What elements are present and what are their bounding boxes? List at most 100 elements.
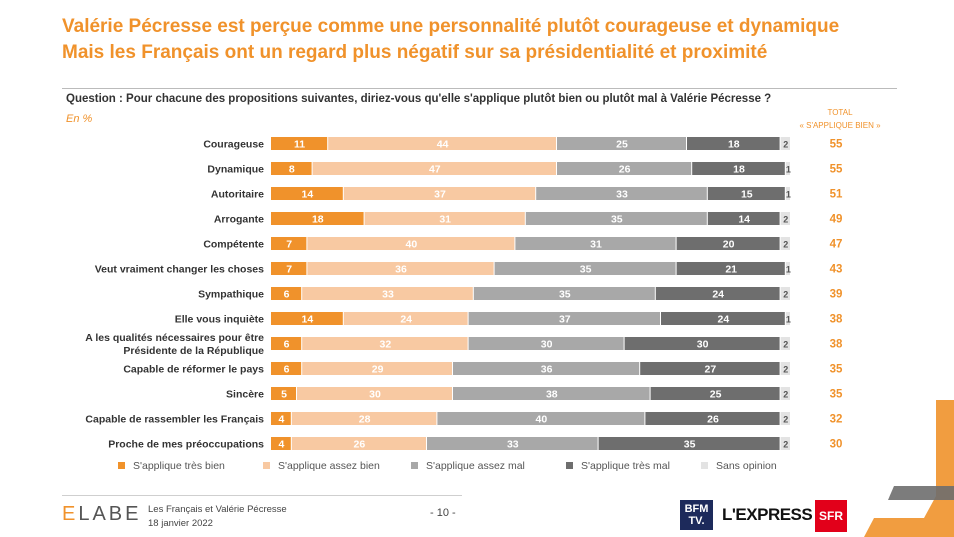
- bar-segment: [271, 162, 312, 175]
- bar-segment: [692, 162, 785, 175]
- legend-label: Sans opinion: [716, 460, 777, 472]
- bar-segment: [468, 312, 660, 325]
- data-label: 2: [783, 365, 788, 375]
- data-label: 1: [786, 165, 791, 175]
- bar-segment: [780, 437, 790, 450]
- bar-segment: [343, 312, 468, 325]
- bar-segment: [640, 362, 780, 375]
- data-label: 31: [590, 239, 602, 251]
- bar-segment: [312, 162, 556, 175]
- bar-segment: [494, 262, 676, 275]
- bar-segment: [780, 337, 790, 350]
- bar-segment: [785, 262, 790, 275]
- bar-segment: [453, 362, 640, 375]
- bar-segment: [271, 312, 343, 325]
- bar-segment: [650, 387, 780, 400]
- data-label: 29: [372, 364, 384, 376]
- data-label: 7: [286, 264, 292, 276]
- data-label: 2: [783, 440, 788, 450]
- legend-label: S'applique très mal: [581, 460, 670, 472]
- data-label: 2: [783, 215, 788, 225]
- data-label: 33: [616, 189, 628, 201]
- category-label: Présidente de la République: [123, 345, 264, 357]
- data-label: 14: [302, 189, 314, 201]
- footer-line-1: Les Français et Valérie Pécresse: [148, 504, 287, 515]
- legend-label: S'applique assez mal: [426, 460, 525, 472]
- legend-swatch: [263, 461, 270, 469]
- bfm-tv-logo: BFM TV.: [680, 500, 713, 530]
- bar-segment: [661, 312, 785, 325]
- bar-segment: [785, 187, 790, 200]
- data-label: 25: [710, 389, 722, 401]
- data-label: 35: [684, 439, 696, 451]
- bar-segment: [271, 137, 328, 150]
- data-label: 21: [725, 264, 737, 276]
- data-label: 18: [728, 139, 740, 151]
- total-header-line-1: TOTAL: [827, 108, 853, 117]
- total-value: 30: [830, 439, 843, 451]
- data-label: 2: [783, 390, 788, 400]
- bar-segment: [473, 287, 655, 300]
- data-label: 1: [786, 190, 791, 200]
- data-label: 26: [707, 414, 719, 426]
- legend-swatch: [411, 461, 418, 469]
- bar-segment: [271, 187, 343, 200]
- chart-title: Valérie Pécresse est perçue comme une pe…: [62, 14, 912, 66]
- bar-segment: [364, 212, 525, 225]
- total-value: 35: [830, 389, 843, 401]
- divider: [62, 88, 897, 89]
- data-label: 37: [434, 189, 446, 201]
- data-label: 4: [278, 414, 284, 426]
- data-label: 44: [437, 139, 449, 151]
- total-value: 35: [830, 364, 843, 376]
- data-label: 2: [783, 140, 788, 150]
- data-label: 24: [400, 314, 412, 326]
- bar-segment: [780, 212, 790, 225]
- data-label: 30: [697, 339, 709, 351]
- bar-segment: [271, 362, 302, 375]
- data-label: 6: [284, 339, 290, 351]
- legend-item: S'applique assez bien: [263, 460, 380, 472]
- bar-segment: [624, 337, 780, 350]
- bar-segment: [271, 387, 296, 400]
- data-label: 35: [580, 264, 592, 276]
- bar-segment: [707, 187, 785, 200]
- total-value: 43: [830, 264, 843, 276]
- bar-segment: [343, 187, 536, 200]
- data-label: 25: [616, 139, 628, 151]
- total-value: 55: [830, 139, 843, 151]
- bar-segment: [271, 337, 302, 350]
- category-label: Sympathique: [198, 289, 264, 301]
- legend-swatch: [118, 461, 125, 469]
- total-value: 38: [830, 314, 843, 326]
- category-label: Sincère: [226, 389, 264, 401]
- data-label: 28: [359, 414, 371, 426]
- bar-segment: [271, 437, 291, 450]
- category-label: Compétente: [203, 239, 264, 251]
- category-label: Capable de réformer le pays: [123, 364, 264, 376]
- bar-segment: [271, 212, 364, 225]
- title-line-2: Mais les Français ont un regard plus nég…: [62, 42, 768, 63]
- bar-segment: [780, 137, 790, 150]
- category-label: Proche de mes préoccupations: [108, 439, 264, 451]
- data-label: 2: [783, 240, 788, 250]
- data-label: 24: [712, 289, 724, 301]
- bar-segment: [780, 387, 790, 400]
- legend-item: Sans opinion: [701, 460, 777, 472]
- bar-segment: [291, 412, 437, 425]
- category-label: Autoritaire: [211, 189, 264, 201]
- data-label: 30: [369, 389, 381, 401]
- legend-item: S'applique très mal: [566, 460, 670, 472]
- bar-segment: [302, 337, 468, 350]
- total-header: TOTAL « S'APPLIQUE BIEN »: [780, 106, 900, 132]
- question-text: Question : Pour chacune des propositions…: [66, 93, 772, 105]
- bar-segment: [687, 137, 780, 150]
- bar-segment: [780, 412, 790, 425]
- bar-segment: [271, 412, 291, 425]
- bar-segment: [557, 137, 686, 150]
- data-label: 31: [439, 214, 451, 226]
- lexpress-logo: L'EXPRESS: [722, 505, 813, 524]
- page-number: - 10 -: [430, 507, 456, 519]
- data-label: 11: [294, 139, 305, 151]
- bar-segment: [427, 437, 598, 450]
